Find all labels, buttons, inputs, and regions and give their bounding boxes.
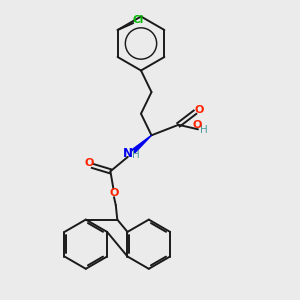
Text: H: H <box>132 150 140 160</box>
Text: N: N <box>123 147 133 161</box>
Text: O: O <box>194 105 204 115</box>
Text: H: H <box>200 124 208 135</box>
Text: O: O <box>193 120 202 130</box>
Text: O: O <box>109 188 119 198</box>
Text: O: O <box>84 158 94 168</box>
Text: Cl: Cl <box>132 15 144 26</box>
Polygon shape <box>132 135 152 153</box>
